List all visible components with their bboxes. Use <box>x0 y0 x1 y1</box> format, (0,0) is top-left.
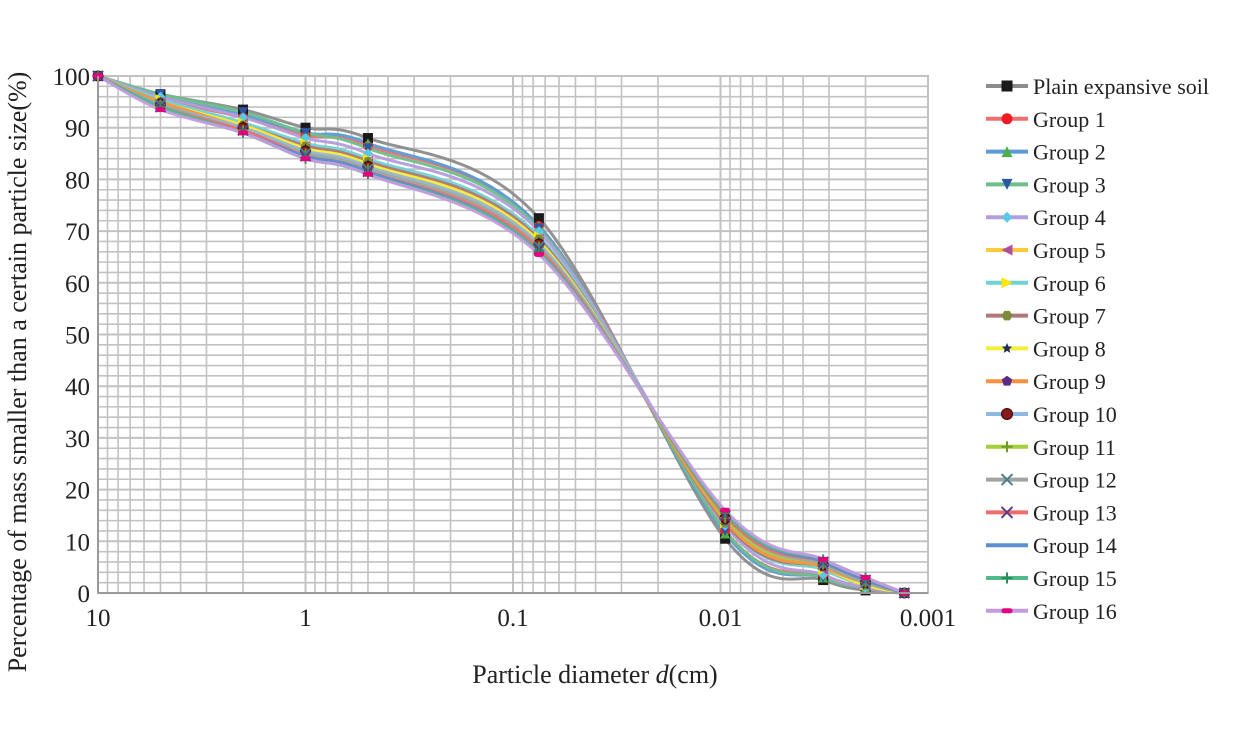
legend-item: Group 3 <box>986 172 1106 197</box>
legend-label: Group 9 <box>1033 369 1106 394</box>
legend-swatch-marker <box>1000 473 1014 486</box>
legend-label: Group 11 <box>1033 435 1116 460</box>
data-point <box>533 251 544 257</box>
legend-item: Group 9 <box>986 369 1106 394</box>
series-markers <box>92 70 911 599</box>
legend-swatch-marker <box>1001 408 1013 420</box>
legend-swatch-marker <box>1001 211 1013 223</box>
y-tick-label: 40 <box>65 374 90 401</box>
legend-label: Group 7 <box>1033 304 1106 329</box>
legend-item: Group 8 <box>986 336 1106 361</box>
legend-item: Group 2 <box>986 140 1106 165</box>
legend-label: Group 15 <box>1033 566 1117 591</box>
legend-label: Group 16 <box>1033 599 1117 624</box>
data-point <box>533 240 545 253</box>
y-tick-label: 0 <box>78 581 91 608</box>
legend-label: Group 2 <box>1033 140 1106 165</box>
y-tick-label: 10 <box>65 529 90 556</box>
y-tick-label: 30 <box>65 426 90 453</box>
legend-label: Group 13 <box>1033 500 1117 525</box>
legend-label: Group 10 <box>1033 402 1117 427</box>
y-tick-label: 50 <box>65 323 90 350</box>
x-axis-title-variable: d <box>656 660 670 689</box>
data-point <box>362 171 373 177</box>
x-axis-title: Particle diameter d(cm) <box>472 660 717 689</box>
legend-item: Group 10 <box>986 402 1117 427</box>
legend-label: Group 1 <box>1033 107 1106 132</box>
legend-item: Group 11 <box>986 435 1116 460</box>
legend-swatch-marker <box>1001 310 1013 321</box>
y-tick-label: 80 <box>65 167 90 194</box>
data-point <box>720 507 731 513</box>
legend-label: Plain expansive soil <box>1033 74 1209 99</box>
legend-item: Group 15 <box>986 566 1117 591</box>
data-point <box>720 533 731 544</box>
legend-label: Group 8 <box>1033 336 1106 361</box>
x-tick-label: 1 <box>299 605 312 632</box>
legend-item: Group 5 <box>986 238 1106 263</box>
data-point <box>720 525 731 536</box>
y-tick-label: 20 <box>65 478 90 505</box>
legend-swatch-marker <box>1001 572 1013 584</box>
legend-item: Group 13 <box>986 500 1117 525</box>
data-point <box>238 130 249 136</box>
y-tick-label: 70 <box>65 219 90 246</box>
x-tick-label: 0.01 <box>699 605 743 632</box>
legend-swatch-marker <box>1001 342 1013 353</box>
x-tick-label: 0.1 <box>497 605 528 632</box>
legend-swatch-marker <box>1000 506 1014 519</box>
legend-label: Group 5 <box>1033 238 1106 263</box>
legend-item: Group 16 <box>986 599 1117 624</box>
grid <box>97 75 929 594</box>
legend-swatch-marker <box>1001 608 1013 614</box>
data-point <box>300 156 311 162</box>
legend-item: Group 7 <box>986 304 1106 329</box>
legend-label: Group 14 <box>1033 533 1117 558</box>
legend-swatch-marker <box>1001 277 1013 289</box>
legend-label: Group 3 <box>1033 172 1106 197</box>
legend-swatch-marker <box>1001 146 1013 158</box>
legend-label: Group 12 <box>1033 468 1117 493</box>
data-point <box>300 122 311 133</box>
legend-swatch-marker <box>1001 113 1013 125</box>
x-tick-label: 10 <box>86 605 111 632</box>
data-point <box>362 133 373 144</box>
legend-item: Group 12 <box>986 468 1117 493</box>
data-point <box>155 107 166 113</box>
legend-label: Group 4 <box>1033 205 1106 230</box>
y-tick-label: 90 <box>65 116 90 143</box>
legend-item: Group 6 <box>986 271 1106 296</box>
x-tick-label: 0.001 <box>900 605 956 632</box>
legend-swatch-marker <box>1001 178 1013 190</box>
legend-label: Group 6 <box>1033 271 1106 296</box>
y-tick-label: 60 <box>65 271 90 298</box>
x-axis-title-unit: (cm) <box>669 660 718 689</box>
y-axis-title: Percentage of mass smaller than a certai… <box>3 72 32 673</box>
data-point <box>300 127 311 138</box>
legend-swatch-marker <box>1001 375 1013 386</box>
y-tick-label: 100 <box>53 64 91 91</box>
x-axis-title-main: Particle diameter <box>472 660 655 689</box>
legend-swatch-marker <box>1001 244 1013 256</box>
data-point <box>818 556 829 562</box>
legend-item: Group 1 <box>986 107 1106 132</box>
legend-item: Plain expansive soil <box>986 74 1209 99</box>
legend-item: Group 4 <box>986 205 1106 230</box>
legend-swatch-marker <box>1001 441 1013 453</box>
legend-swatch-marker <box>1001 80 1013 92</box>
data-point <box>533 213 544 224</box>
data-point <box>860 574 871 580</box>
data-point <box>238 107 249 118</box>
legend-item: Group 14 <box>986 533 1117 558</box>
legend: Plain expansive soil Group 1 Group 2 Group … <box>986 74 1209 624</box>
data-point <box>362 143 373 154</box>
